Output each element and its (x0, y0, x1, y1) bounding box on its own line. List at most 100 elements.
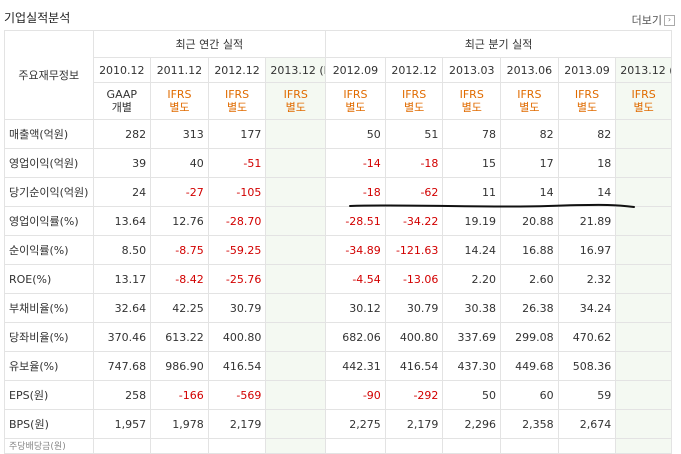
table-cell: 2.20 (442, 264, 502, 294)
table-cell: 14 (500, 177, 559, 207)
table-cell (615, 351, 672, 381)
table-cell: 15 (442, 148, 502, 178)
quarterly-group-header: 최근 분기 실적 (325, 30, 672, 58)
row-label: 영업이익률(%) (4, 206, 94, 236)
table-cell: 30.12 (325, 293, 386, 323)
table-row: 순이익률(%) 8.50 -8.75 -59.25 -34.89 -121.63 14.24… (4, 235, 672, 265)
table-cell (615, 148, 672, 178)
table-cell: 13.64 (92, 206, 152, 236)
table-cell: 2,296 (442, 409, 502, 439)
table-cell (615, 206, 672, 236)
table-cell (557, 438, 617, 454)
standard-line: 별도 (285, 101, 306, 114)
standard-line: 별도 (461, 101, 482, 114)
table-cell: 177 (207, 119, 267, 149)
table-cell (325, 438, 386, 454)
table-row: 유보율(%) 747.68 986.90 416.54 442.31 416.54 437.… (4, 351, 672, 381)
table-row: 당기순이익(억원) 24 -27 -105 -18 -62 11 14 14 (4, 177, 672, 207)
table-cell: 416.54 (207, 351, 267, 381)
table-cell: 78 (442, 119, 502, 149)
table-cell: 34.24 (557, 293, 617, 323)
standard-line: IFRS (459, 88, 484, 101)
table-cell (442, 438, 502, 454)
table-cell (615, 322, 672, 352)
accounting-standard-header: IFRS 별도 (150, 82, 209, 120)
table-cell: 39 (92, 148, 152, 178)
section-header: 기업실적분석 더보기 › (0, 0, 681, 30)
accounting-standard-header: IFRS 별도 (500, 82, 559, 120)
table-cell (265, 293, 327, 323)
table-cell: 449.68 (500, 351, 559, 381)
row-label: 주당배당금(원) (4, 438, 94, 454)
table-cell: -59.25 (207, 235, 267, 265)
table-cell: 613.22 (150, 322, 209, 352)
standard-line: 별도 (576, 101, 598, 114)
table-cell: 470.62 (557, 322, 617, 352)
table-cell (615, 264, 672, 294)
table-cell: -27 (150, 177, 209, 207)
table-cell: -121.63 (384, 235, 444, 265)
table-cell: 82 (500, 119, 559, 149)
table-cell: 19.19 (442, 206, 502, 236)
table-cell (384, 438, 444, 454)
standard-line: IFRS (167, 88, 192, 101)
table-cell: -25.76 (207, 264, 267, 294)
table-cell: -13.06 (384, 264, 444, 294)
table-cell: 2.32 (557, 264, 617, 294)
period-header: 2013.09 (557, 57, 617, 83)
row-label: 매출액(억원) (4, 119, 94, 149)
table-cell (265, 148, 327, 178)
accounting-standard-header: IFRS 별도 (325, 82, 386, 120)
table-cell: -90 (325, 380, 386, 410)
table-cell: 2,179 (384, 409, 444, 439)
table-cell: 2,179 (207, 409, 267, 439)
row-label: ROE(%) (4, 264, 94, 294)
table-cell: 82 (557, 119, 617, 149)
table-cell: 14.24 (442, 235, 502, 265)
table-cell: 2,358 (500, 409, 559, 439)
table-cell: 17 (500, 148, 559, 178)
table-cell: -18 (384, 148, 444, 178)
table-cell (265, 351, 327, 381)
row-label: 부채비율(%) (4, 293, 94, 323)
table-cell: 50 (325, 119, 386, 149)
standard-line: 별도 (169, 101, 190, 114)
table-row: 부채비율(%) 32.64 42.25 30.79 30.12 30.79 30.38 26.… (4, 293, 672, 323)
period-header: 2012.12 (384, 57, 444, 83)
standard-line: IFRS (517, 88, 542, 101)
table-cell: 2,674 (557, 409, 617, 439)
row-label: 당기순이익(억원) (4, 177, 94, 207)
table-cell: 437.30 (442, 351, 502, 381)
table-cell: 682.06 (325, 322, 386, 352)
standard-line: IFRS (631, 88, 656, 101)
table-cell (265, 438, 327, 454)
table-cell: 24 (92, 177, 152, 207)
table-cell: -569 (207, 380, 267, 410)
table-cell: 42.25 (150, 293, 209, 323)
table-row: 주당배당금(원) (4, 438, 672, 454)
table-cell: 59 (557, 380, 617, 410)
table-cell: -8.42 (150, 264, 209, 294)
table-cell: -51 (207, 148, 267, 178)
table-cell: 400.80 (207, 322, 267, 352)
standard-line: 별도 (226, 101, 248, 114)
corner-header: 주요재무정보 (4, 30, 94, 120)
table-cell: 40 (150, 148, 209, 178)
table-cell (615, 119, 672, 149)
row-label: EPS(원) (4, 380, 94, 410)
table-cell (615, 409, 672, 439)
accounting-standard-header: IFRS 별도 (265, 82, 327, 120)
table-cell (615, 177, 672, 207)
table-cell (615, 438, 672, 454)
table-row: 영업이익률(%) 13.64 12.76 -28.70 -28.51 -34.22 19.1… (4, 206, 672, 236)
table-cell (265, 235, 327, 265)
financial-summary-table: 주요재무정보 최근 연간 실적 최근 분기 실적 2010.12 2011.12 2… (4, 30, 672, 454)
table-cell: -292 (384, 380, 444, 410)
standard-line: 별도 (519, 101, 540, 114)
table-cell: 416.54 (384, 351, 444, 381)
more-link[interactable]: 더보기 › (632, 12, 675, 28)
accounting-standard-header: GAAP 개별 (92, 82, 152, 120)
table-cell: 51 (384, 119, 444, 149)
table-cell: 20.88 (500, 206, 559, 236)
table-cell: 16.97 (557, 235, 617, 265)
